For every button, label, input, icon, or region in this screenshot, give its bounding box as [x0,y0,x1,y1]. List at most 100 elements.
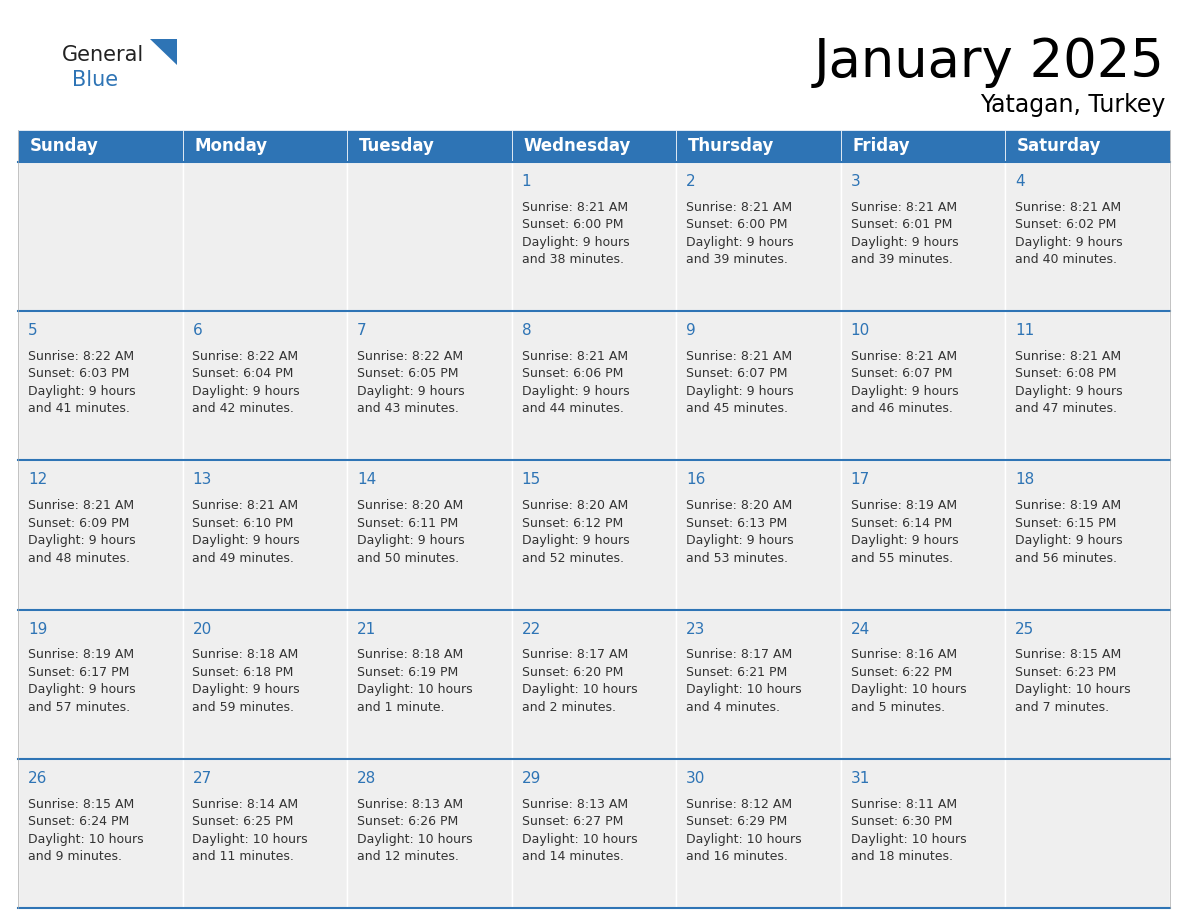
Bar [183,461,347,610]
Text: General: General [62,45,144,65]
Text: Sunrise: 8:18 AM
Sunset: 6:19 PM
Daylight: 10 hours
and 1 minute.: Sunrise: 8:18 AM Sunset: 6:19 PM Dayligh… [358,648,473,714]
Text: 30: 30 [687,771,706,786]
Text: 20: 20 [192,621,211,636]
Text: Yatagan, Turkey: Yatagan, Turkey [980,93,1165,117]
Bar [183,162,347,311]
Text: Sunrise: 8:21 AM
Sunset: 6:00 PM
Daylight: 9 hours
and 39 minutes.: Sunrise: 8:21 AM Sunset: 6:00 PM Dayligh… [687,201,794,266]
Text: Blue: Blue [72,70,118,90]
Text: Sunrise: 8:21 AM
Sunset: 6:01 PM
Daylight: 9 hours
and 39 minutes.: Sunrise: 8:21 AM Sunset: 6:01 PM Dayligh… [851,201,959,266]
Text: 9: 9 [687,323,696,338]
Text: 16: 16 [687,473,706,487]
Text: Sunrise: 8:21 AM
Sunset: 6:08 PM
Daylight: 9 hours
and 47 minutes.: Sunrise: 8:21 AM Sunset: 6:08 PM Dayligh… [1016,350,1123,416]
Text: Wednesday: Wednesday [523,137,631,155]
Text: 8: 8 [522,323,531,338]
Text: 13: 13 [192,473,211,487]
Bar [183,311,347,461]
Bar [1005,130,1170,162]
Text: 2: 2 [687,174,696,189]
Text: 6: 6 [192,323,202,338]
Bar [676,162,841,311]
Bar [1005,162,1170,311]
Text: 28: 28 [358,771,377,786]
Text: 18: 18 [1016,473,1035,487]
Text: 27: 27 [192,771,211,786]
Bar [18,461,183,610]
Text: 21: 21 [358,621,377,636]
Text: 25: 25 [1016,621,1035,636]
Bar [841,311,1005,461]
Text: Sunrise: 8:15 AM
Sunset: 6:23 PM
Daylight: 10 hours
and 7 minutes.: Sunrise: 8:15 AM Sunset: 6:23 PM Dayligh… [1016,648,1131,714]
Text: Sunrise: 8:17 AM
Sunset: 6:20 PM
Daylight: 10 hours
and 2 minutes.: Sunrise: 8:17 AM Sunset: 6:20 PM Dayligh… [522,648,637,714]
Text: 1: 1 [522,174,531,189]
Text: Sunrise: 8:22 AM
Sunset: 6:03 PM
Daylight: 9 hours
and 41 minutes.: Sunrise: 8:22 AM Sunset: 6:03 PM Dayligh… [27,350,135,416]
Bar [18,610,183,759]
Text: Sunrise: 8:15 AM
Sunset: 6:24 PM
Daylight: 10 hours
and 9 minutes.: Sunrise: 8:15 AM Sunset: 6:24 PM Dayligh… [27,798,144,863]
Text: Sunrise: 8:21 AM
Sunset: 6:06 PM
Daylight: 9 hours
and 44 minutes.: Sunrise: 8:21 AM Sunset: 6:06 PM Dayligh… [522,350,630,416]
Bar [18,311,183,461]
Bar [512,461,676,610]
Bar [676,461,841,610]
Text: Sunrise: 8:19 AM
Sunset: 6:15 PM
Daylight: 9 hours
and 56 minutes.: Sunrise: 8:19 AM Sunset: 6:15 PM Dayligh… [1016,499,1123,565]
Bar [512,311,676,461]
Text: 3: 3 [851,174,860,189]
Bar [841,162,1005,311]
Bar [512,759,676,908]
Text: January 2025: January 2025 [814,36,1165,88]
Bar [347,162,512,311]
Bar [18,162,183,311]
Bar [347,311,512,461]
Bar [1005,759,1170,908]
Text: Sunrise: 8:12 AM
Sunset: 6:29 PM
Daylight: 10 hours
and 16 minutes.: Sunrise: 8:12 AM Sunset: 6:29 PM Dayligh… [687,798,802,863]
Text: Sunrise: 8:21 AM
Sunset: 6:07 PM
Daylight: 9 hours
and 46 minutes.: Sunrise: 8:21 AM Sunset: 6:07 PM Dayligh… [851,350,959,416]
Bar [512,130,676,162]
Text: Friday: Friday [852,137,910,155]
Text: Sunday: Sunday [30,137,99,155]
Bar [1005,610,1170,759]
Text: Sunrise: 8:18 AM
Sunset: 6:18 PM
Daylight: 9 hours
and 59 minutes.: Sunrise: 8:18 AM Sunset: 6:18 PM Dayligh… [192,648,301,714]
Text: 15: 15 [522,473,541,487]
Bar [841,461,1005,610]
Bar [676,610,841,759]
Text: Sunrise: 8:21 AM
Sunset: 6:00 PM
Daylight: 9 hours
and 38 minutes.: Sunrise: 8:21 AM Sunset: 6:00 PM Dayligh… [522,201,630,266]
Text: Sunrise: 8:13 AM
Sunset: 6:26 PM
Daylight: 10 hours
and 12 minutes.: Sunrise: 8:13 AM Sunset: 6:26 PM Dayligh… [358,798,473,863]
Text: Sunrise: 8:22 AM
Sunset: 6:05 PM
Daylight: 9 hours
and 43 minutes.: Sunrise: 8:22 AM Sunset: 6:05 PM Dayligh… [358,350,465,416]
Text: 11: 11 [1016,323,1035,338]
Text: Sunrise: 8:20 AM
Sunset: 6:12 PM
Daylight: 9 hours
and 52 minutes.: Sunrise: 8:20 AM Sunset: 6:12 PM Dayligh… [522,499,630,565]
Polygon shape [150,39,177,65]
Bar [18,759,183,908]
Text: Sunrise: 8:16 AM
Sunset: 6:22 PM
Daylight: 10 hours
and 5 minutes.: Sunrise: 8:16 AM Sunset: 6:22 PM Dayligh… [851,648,966,714]
Bar [183,130,347,162]
Bar [347,461,512,610]
Text: Thursday: Thursday [688,137,775,155]
Text: Sunrise: 8:11 AM
Sunset: 6:30 PM
Daylight: 10 hours
and 18 minutes.: Sunrise: 8:11 AM Sunset: 6:30 PM Dayligh… [851,798,966,863]
Text: Sunrise: 8:19 AM
Sunset: 6:17 PM
Daylight: 9 hours
and 57 minutes.: Sunrise: 8:19 AM Sunset: 6:17 PM Dayligh… [27,648,135,714]
Text: Sunrise: 8:22 AM
Sunset: 6:04 PM
Daylight: 9 hours
and 42 minutes.: Sunrise: 8:22 AM Sunset: 6:04 PM Dayligh… [192,350,301,416]
Text: 24: 24 [851,621,870,636]
Text: 10: 10 [851,323,870,338]
Bar [841,130,1005,162]
Text: 14: 14 [358,473,377,487]
Text: 5: 5 [27,323,38,338]
Text: Sunrise: 8:19 AM
Sunset: 6:14 PM
Daylight: 9 hours
and 55 minutes.: Sunrise: 8:19 AM Sunset: 6:14 PM Dayligh… [851,499,959,565]
Text: 7: 7 [358,323,367,338]
Text: 4: 4 [1016,174,1025,189]
Bar [183,610,347,759]
Bar [676,759,841,908]
Text: Sunrise: 8:21 AM
Sunset: 6:02 PM
Daylight: 9 hours
and 40 minutes.: Sunrise: 8:21 AM Sunset: 6:02 PM Dayligh… [1016,201,1123,266]
Bar [183,759,347,908]
Text: Monday: Monday [194,137,267,155]
Text: Sunrise: 8:20 AM
Sunset: 6:13 PM
Daylight: 9 hours
and 53 minutes.: Sunrise: 8:20 AM Sunset: 6:13 PM Dayligh… [687,499,794,565]
Bar [347,610,512,759]
Text: Sunrise: 8:21 AM
Sunset: 6:09 PM
Daylight: 9 hours
and 48 minutes.: Sunrise: 8:21 AM Sunset: 6:09 PM Dayligh… [27,499,135,565]
Text: Sunrise: 8:14 AM
Sunset: 6:25 PM
Daylight: 10 hours
and 11 minutes.: Sunrise: 8:14 AM Sunset: 6:25 PM Dayligh… [192,798,308,863]
Text: Sunrise: 8:21 AM
Sunset: 6:10 PM
Daylight: 9 hours
and 49 minutes.: Sunrise: 8:21 AM Sunset: 6:10 PM Dayligh… [192,499,301,565]
Bar [18,130,183,162]
Bar [512,162,676,311]
Bar [841,610,1005,759]
Text: 22: 22 [522,621,541,636]
Bar [1005,311,1170,461]
Text: 12: 12 [27,473,48,487]
Text: Saturday: Saturday [1017,137,1101,155]
Text: Tuesday: Tuesday [359,137,435,155]
Text: Sunrise: 8:17 AM
Sunset: 6:21 PM
Daylight: 10 hours
and 4 minutes.: Sunrise: 8:17 AM Sunset: 6:21 PM Dayligh… [687,648,802,714]
